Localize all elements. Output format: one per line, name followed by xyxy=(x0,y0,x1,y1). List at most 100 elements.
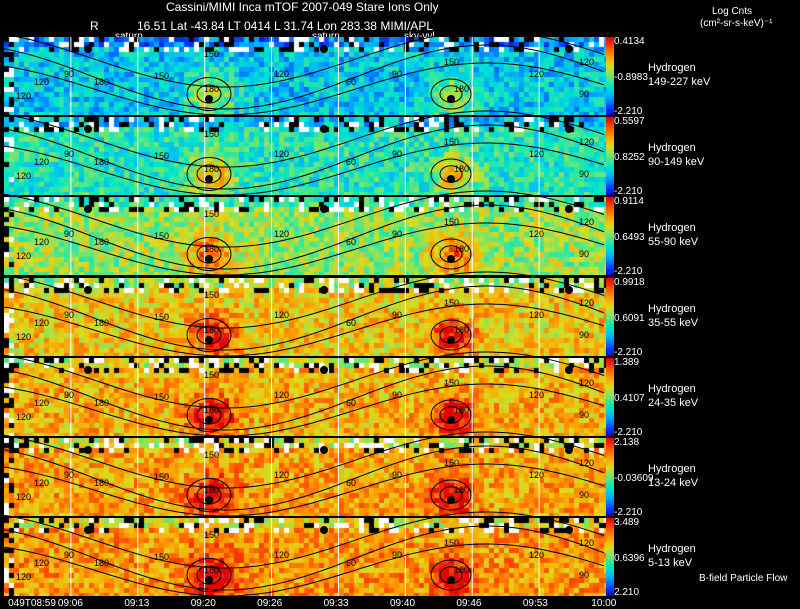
contour-label: 180 xyxy=(454,405,469,415)
contour-ring xyxy=(186,77,232,111)
contour-label: 120 xyxy=(34,398,49,408)
contour-label: 90 xyxy=(392,310,402,320)
colorbar-gradient xyxy=(606,358,614,436)
contour-label: 180 xyxy=(94,237,109,247)
contour-label: 120 xyxy=(529,390,544,400)
energy-panel: 120 180 120 90 150 180 150 120 60 90 150 180 120 120 9… xyxy=(3,271,606,357)
field-dot xyxy=(320,526,328,534)
contour-label: 180 xyxy=(204,325,219,335)
contour-label: 180 xyxy=(204,244,219,254)
contour-label: 120 xyxy=(16,492,31,502)
contour-label: 150 xyxy=(154,392,169,402)
colorbar-cmin: 2.210 xyxy=(614,587,640,598)
contour-label: 120 xyxy=(579,298,594,308)
colorbar xyxy=(606,117,614,195)
contour-line xyxy=(3,431,605,489)
colorbar-gradient xyxy=(606,438,614,516)
contour-line xyxy=(3,543,605,597)
contour-label: 150 xyxy=(444,538,459,548)
contour-label: 150 xyxy=(444,137,459,147)
colorbar-cmin: -2.210 xyxy=(614,106,643,117)
field-dot xyxy=(565,366,573,374)
field-dot xyxy=(565,45,573,53)
field-dot xyxy=(565,286,573,294)
contour-label: 120 xyxy=(274,310,289,320)
contour-label: 180 xyxy=(204,405,219,415)
contour-label: 120 xyxy=(529,229,544,239)
contour-label: 90 xyxy=(64,229,74,239)
colorbar-cmax: 0.9918 xyxy=(614,277,645,288)
field-dot xyxy=(84,366,92,374)
contour-label: 90 xyxy=(579,410,589,420)
contour-label: 120 xyxy=(274,470,289,480)
contour-label: 120 xyxy=(34,237,49,247)
species-label: Hydrogen 24-35 keV xyxy=(648,382,698,410)
field-dot xyxy=(205,496,213,504)
contour-line xyxy=(3,285,605,351)
x-tick-label: 09:06 xyxy=(57,598,83,609)
x-tick-label: 049T08:59 xyxy=(8,598,56,609)
field-dot xyxy=(84,125,92,133)
contour-label: 180 xyxy=(204,164,219,174)
contour-line xyxy=(3,30,605,88)
contour-label: 120 xyxy=(579,217,594,227)
contour-ring xyxy=(430,479,472,511)
field-dot xyxy=(447,95,455,103)
field-dot xyxy=(84,286,92,294)
contour-label: 120 xyxy=(34,478,49,488)
colorbar-cmax: 0.9114 xyxy=(614,196,644,207)
x-tick-label: 09:33 xyxy=(323,598,349,609)
contour-label: 90 xyxy=(392,390,402,400)
energy-range: 35-55 keV xyxy=(648,317,699,329)
contour-ring xyxy=(186,157,232,191)
contour-ring xyxy=(186,398,232,432)
contour-label: 150 xyxy=(204,450,219,460)
field-dot xyxy=(205,416,213,424)
colorbar-cmax: 0.4134 xyxy=(614,36,645,47)
contour-label: 90 xyxy=(579,490,589,500)
energy-range: 55-90 keV xyxy=(648,236,699,248)
field-dot xyxy=(205,576,213,584)
contour-label: 150 xyxy=(204,129,219,139)
field-dot xyxy=(84,446,92,454)
colorbar-gradient xyxy=(606,278,614,356)
contour-label: 180 xyxy=(94,478,109,488)
field-dot xyxy=(447,255,455,263)
contour-label: 120 xyxy=(579,57,594,67)
contour-label: 60 xyxy=(346,157,356,167)
field-dot xyxy=(320,286,328,294)
contour-ring xyxy=(186,478,232,512)
species-name: Hydrogen xyxy=(648,62,696,74)
contour-label: 120 xyxy=(529,69,544,79)
field-dot xyxy=(205,255,213,263)
contour-ring xyxy=(186,237,232,271)
contour-label: 150 xyxy=(204,290,219,300)
colorbar-gradient xyxy=(606,37,614,115)
contour-ring xyxy=(430,399,472,431)
colorbar-cmid: 0.6493 xyxy=(614,232,645,243)
geometry-readout: 16.51 Lat -43.84 LT 0414 L 31.74 Lon 283… xyxy=(137,19,433,33)
contour-label: 150 xyxy=(444,378,459,388)
contour-line xyxy=(3,62,605,116)
colorbar-cmid: -0.03609 xyxy=(614,473,654,484)
contour-line xyxy=(3,124,605,190)
contour-label: 150 xyxy=(154,151,169,161)
field-dot xyxy=(447,416,455,424)
contour-label: 150 xyxy=(204,49,219,59)
field-dot xyxy=(320,366,328,374)
field-dot xyxy=(84,526,92,534)
field-dot xyxy=(565,446,573,454)
saturn-label-2: saturn xyxy=(312,31,340,42)
species-label: Hydrogen 149-227 keV xyxy=(648,61,710,89)
contour-line xyxy=(3,351,605,409)
contour-label: 150 xyxy=(444,458,459,468)
contour-ring xyxy=(430,559,472,591)
colorbar-cmin: -2.210 xyxy=(614,347,643,358)
field-dot xyxy=(320,125,328,133)
field-dot xyxy=(84,45,92,53)
contour-label: 60 xyxy=(346,318,356,328)
